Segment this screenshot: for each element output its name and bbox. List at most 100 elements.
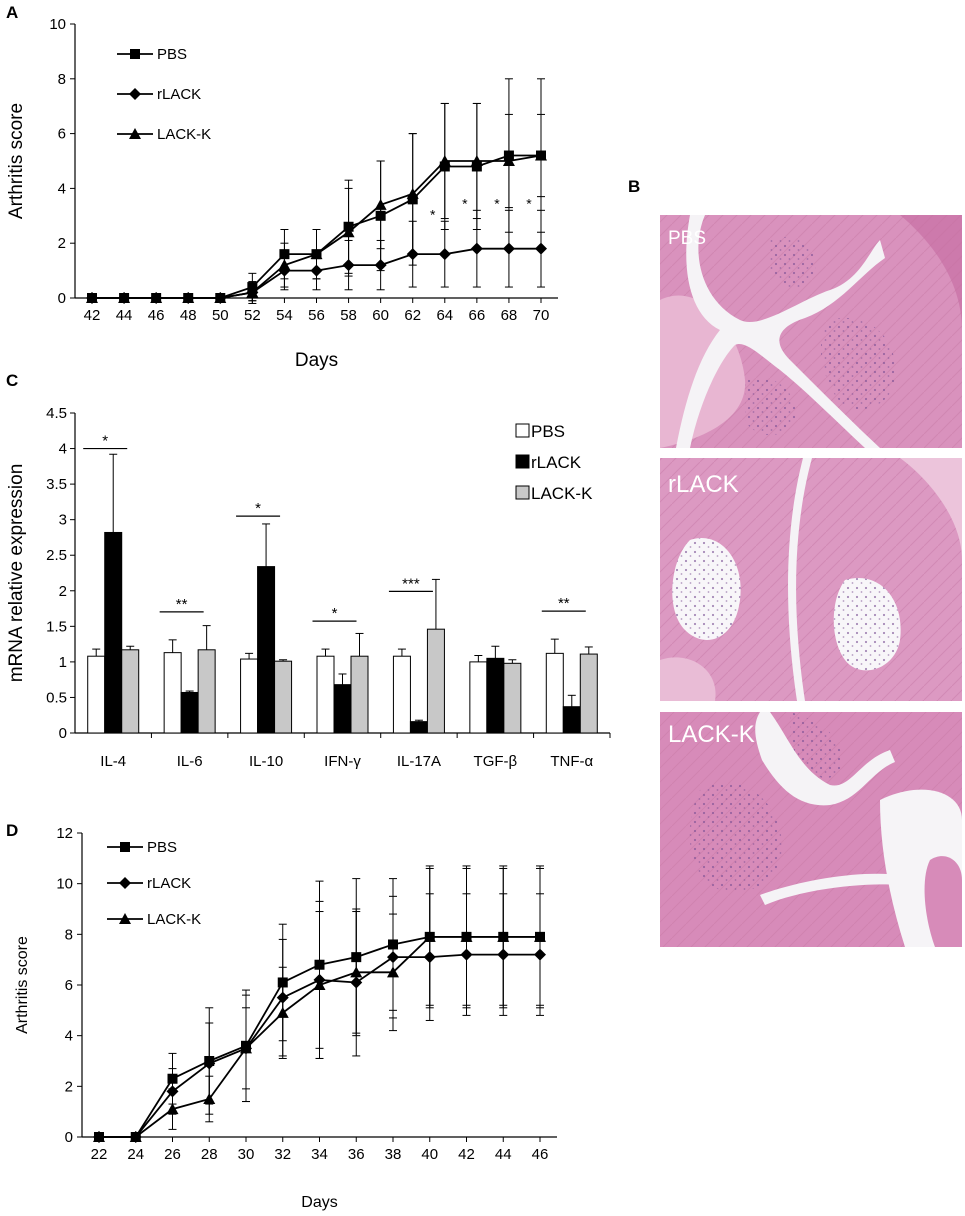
chart-d-y-tick-label: 2	[65, 1078, 73, 1095]
chart-c-legend-label-lack-k: LACK-K	[531, 484, 593, 503]
panel-letter-d: D	[6, 821, 18, 840]
chart-c-bar-pbs-il-4	[87, 655, 106, 734]
chart-c-bar-rlack-il-4	[104, 531, 123, 734]
chart-a-point-lack-k	[118, 292, 131, 303]
chart-d-legend-label-rlack: rLACK	[147, 875, 191, 892]
chart-d-x-tick-label: 38	[385, 1146, 402, 1163]
chart-d-legend-label-lack-k: LACK-K	[147, 911, 201, 928]
chart-a-point-lack-k	[502, 155, 515, 166]
histology-label-lack-k: LACK-K	[668, 721, 755, 748]
chart-d-point-lack-k	[460, 930, 473, 942]
chart-c-category-label-il-10: IL-10	[249, 753, 283, 770]
chart-a-significance-mark: *	[494, 195, 500, 211]
chart-a-legend-label-lack-k: LACK-K	[157, 126, 211, 143]
chart-a-point-lack-k	[438, 155, 451, 166]
chart-a-point-lack-k	[246, 286, 259, 298]
chart-a-y-tick-label: 6	[58, 126, 66, 143]
chart-a-x-tick-label: 50	[212, 307, 229, 324]
chart-a-x-tick-label: 66	[469, 307, 486, 324]
histology-label-pbs: PBS	[668, 228, 706, 249]
chart-c-bar-lack-k-tnf	[579, 653, 598, 734]
chart-a-y-tick-label: 8	[58, 71, 66, 88]
chart-c-significance-mark: **	[558, 595, 570, 612]
chart-d-x-tick-label: 26	[164, 1146, 181, 1163]
chart-d-point-lack-k	[350, 966, 363, 978]
chart-a-significance-mark: *	[462, 195, 468, 211]
chart-d-x-tick-label: 32	[274, 1146, 291, 1163]
chart-a-x-tick-label: 62	[404, 307, 421, 324]
chart-c-category-label-ifn: IFN-γ	[324, 753, 361, 770]
chart-d-x-tick-label: 22	[91, 1146, 108, 1163]
chart-c-legend-swatch-pbs	[515, 423, 530, 438]
chart-c-bar-rlack-il-10	[257, 566, 276, 734]
chart-c-legend-label-pbs: PBS	[531, 422, 565, 441]
chart-c-bar-lack-k-il-4	[121, 649, 140, 734]
chart-d-x-tick-label: 42	[458, 1146, 475, 1163]
chart-c-legend-swatch-rlack	[515, 454, 530, 469]
chart-a-x-tick-label: 48	[180, 307, 197, 324]
chart-a-legend-label-rlack: rLACK	[157, 86, 201, 103]
chart-a-x-tick-label: 56	[308, 307, 325, 324]
chart-a-x-tick-label: 42	[84, 307, 101, 324]
chart-a-point-rlack	[438, 248, 451, 261]
chart-d-y-tick-label: 6	[65, 977, 73, 994]
chart-c-bar-rlack-ifn	[333, 684, 352, 734]
chart-d-legend-marker-lack-k	[119, 913, 131, 924]
chart-c-bar-pbs-ifn	[316, 655, 335, 734]
chart-d-x-tick-label: 28	[201, 1146, 218, 1163]
chart-c-y-tick-label: 3	[59, 512, 67, 529]
chart-a-point-lack-k	[182, 292, 195, 303]
chart-c-category-label-il-6: IL-6	[177, 753, 203, 770]
chart-a-y-tick-label: 10	[49, 16, 66, 33]
chart-d-point-lack-k	[313, 979, 326, 990]
chart-c-bar-pbs-tgf	[469, 661, 488, 734]
chart-a-point-lack-k	[310, 248, 323, 260]
chart-c-y-tick-label: 0	[59, 725, 67, 742]
chart-d-y-tick-label: 8	[65, 926, 73, 943]
chart-c-bar-pbs-il-6	[163, 652, 182, 734]
chart-a-point-lack-k	[150, 292, 163, 303]
chart-c-bar-lack-k-ifn	[350, 655, 369, 734]
chart-a-y-tick-label: 4	[58, 180, 66, 197]
panel-letter-a: A	[6, 3, 18, 22]
chart-c-bar-rlack-il-17a	[409, 721, 428, 734]
chart-d-y-tick-label: 12	[56, 825, 73, 842]
chart-a-x-tick-label: 58	[340, 307, 357, 324]
chart-c-bar-pbs-il-17a	[392, 655, 411, 734]
chart-d-x-tick-label: 34	[311, 1146, 328, 1163]
chart-d-point-lack-k	[129, 1131, 142, 1142]
chart-d-y-tick-label: 0	[65, 1129, 73, 1146]
chart-c-y-tick-label: 3.5	[46, 476, 67, 493]
chart-d-y-tick-label: 10	[56, 876, 73, 893]
chart-a-point-lack-k	[278, 259, 291, 271]
chart-a-significance-mark: *	[430, 206, 436, 222]
chart-a-legend-label-pbs: PBS	[157, 46, 187, 63]
chart-d-point-lack-k	[387, 966, 399, 978]
chart-a-x-tick-label: 52	[244, 307, 261, 324]
chart-c-y-tick-label: 1	[59, 654, 67, 671]
chart-d-point-lack-k	[93, 1131, 105, 1142]
chart-c-bar-rlack-il-6	[180, 691, 199, 734]
chart-c-category-label-il-17a: IL-17A	[397, 753, 441, 770]
chart-d-x-tick-label: 24	[127, 1146, 144, 1163]
chart-d-point-lack-k	[166, 1103, 179, 1115]
chart-c-y-tick-label: 4.5	[46, 405, 67, 422]
chart-c-category-label-il-4: IL-4	[100, 753, 126, 770]
chart-d-point-lack-k	[497, 930, 510, 942]
chart-c-category-label-tgf: TGF-β	[474, 753, 518, 770]
chart-d-y-axis-label: Arthritis score	[14, 936, 31, 1034]
chart-d-x-axis-label: Days	[301, 1194, 337, 1211]
chart-a-legend-marker-rlack	[129, 88, 141, 100]
chart-c-bar-pbs-il-10	[240, 658, 259, 734]
chart-d-y-tick-label: 4	[65, 1028, 73, 1045]
chart-c-bar-rlack-tgf	[486, 657, 505, 734]
chart-c-legend-label-rlack: rLACK	[531, 453, 582, 472]
chart-c-bar-rlack-tnf	[562, 706, 581, 734]
chart-a-legend-marker-pbs	[130, 49, 140, 59]
chart-d-legend-label-pbs: PBS	[147, 839, 177, 856]
chart-c-bar-pbs-tnf	[545, 652, 564, 734]
chart-d-point-lack-k	[423, 930, 436, 942]
